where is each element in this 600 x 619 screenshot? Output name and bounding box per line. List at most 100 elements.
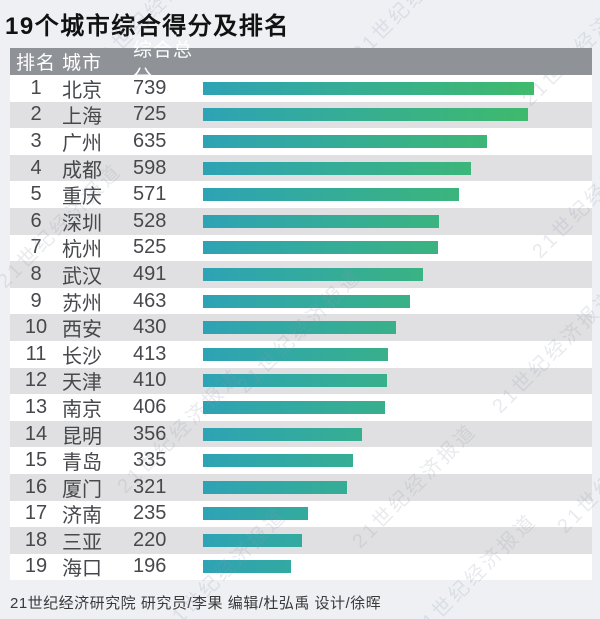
table-row: 14 昆明 356 (10, 420, 592, 448)
bar-track (203, 347, 592, 361)
rank-cell: 18 (24, 528, 48, 551)
score-cell: 406 (133, 395, 167, 418)
rank-cell: 2 (30, 103, 42, 126)
bar-track (203, 134, 592, 148)
score-cell: 220 (133, 528, 167, 551)
score-cell: 335 (133, 449, 167, 472)
rank-cell: 5 (30, 183, 42, 206)
score-bar (203, 108, 528, 122)
rank-cell: 3 (30, 129, 42, 152)
table-row: 17 济南 235 (10, 500, 592, 528)
score-bar (203, 374, 387, 388)
bar-track (203, 161, 592, 175)
rank-cell: 15 (24, 449, 48, 472)
score-bar (203, 454, 353, 468)
score-bar (203, 241, 438, 255)
table-row: 6 深圳 528 (10, 207, 592, 235)
table-row: 12 天津 410 (10, 367, 592, 395)
city-cell: 杭州 (62, 239, 102, 262)
table-row: 18 三亚 220 (10, 527, 592, 554)
table-row: 15 青岛 335 (10, 447, 592, 474)
table-row: 10 西安 430 (10, 314, 592, 341)
score-cell: 356 (133, 422, 167, 445)
score-bar (203, 347, 388, 361)
table-row: 2 上海 725 (10, 101, 592, 129)
rank-cell: 17 (24, 502, 48, 525)
city-cell: 北京 (62, 79, 102, 102)
table-row: 8 武汉 491 (10, 261, 592, 288)
city-cell: 长沙 (62, 345, 102, 368)
city-cell: 济南 (62, 505, 102, 528)
score-cell: 491 (133, 262, 167, 285)
table-row: 11 长沙 413 (10, 340, 592, 368)
bar-track (203, 533, 592, 547)
score-bar (203, 81, 534, 95)
score-bar (203, 188, 459, 202)
table-row: 3 广州 635 (10, 128, 592, 155)
rank-cell: 7 (30, 236, 42, 259)
city-cell: 南京 (62, 398, 102, 421)
bar-track (203, 214, 592, 228)
score-bar (203, 267, 423, 281)
score-cell: 525 (133, 236, 167, 259)
bar-track (203, 400, 592, 414)
bar-track (203, 81, 592, 95)
city-cell: 青岛 (62, 452, 102, 475)
rank-cell: 1 (30, 76, 42, 99)
bar-track (203, 294, 592, 308)
city-cell: 昆明 (62, 425, 102, 448)
score-cell: 430 (133, 316, 167, 339)
score-table: 排名 城市 综合总分 1 北京 739 2 上海 725 3 广州 635 4 成都 598 5 重庆 57… (10, 40, 592, 581)
city-cell: 天津 (62, 372, 102, 395)
bar-track (203, 374, 592, 388)
rank-cell: 12 (24, 369, 48, 392)
bar-track (203, 188, 592, 202)
score-bar (203, 560, 291, 574)
city-cell: 厦门 (62, 478, 102, 501)
rank-cell: 10 (24, 316, 48, 339)
score-cell: 598 (133, 156, 167, 179)
footer-credit: 21世纪经济研究院 研究员/李果 编辑/杜弘禹 设计/徐晖 (10, 595, 382, 612)
table-row: 4 成都 598 (10, 154, 592, 182)
page-title: 19个城市综合得分及排名 (5, 13, 290, 40)
table-header: 排名 城市 综合总分 (10, 40, 592, 88)
header-score: 综合总分 (133, 39, 194, 88)
city-cell: 重庆 (62, 186, 102, 209)
header-city: 城市 (62, 53, 103, 74)
score-bar (203, 400, 385, 414)
score-cell: 463 (133, 289, 167, 312)
rank-cell: 9 (30, 289, 42, 312)
table-row: 5 重庆 571 (10, 181, 592, 208)
score-cell: 739 (133, 76, 167, 99)
city-cell: 武汉 (62, 265, 102, 288)
bar-track (203, 507, 592, 521)
rank-cell: 14 (24, 422, 48, 445)
bar-track (203, 454, 592, 468)
rank-cell: 6 (30, 209, 42, 232)
bar-track (203, 267, 592, 281)
bar-track (203, 480, 592, 494)
city-cell: 西安 (62, 319, 102, 342)
table-row: 1 北京 739 (10, 75, 592, 102)
city-cell: 成都 (62, 159, 102, 182)
bar-track (203, 427, 592, 441)
score-bar (203, 533, 302, 547)
score-bar (203, 161, 471, 175)
city-cell: 海口 (62, 558, 102, 581)
city-cell: 深圳 (62, 212, 102, 235)
bar-track (203, 241, 592, 255)
table-row: 7 杭州 525 (10, 234, 592, 262)
score-cell: 571 (133, 183, 167, 206)
rank-cell: 4 (30, 156, 42, 179)
table-row: 13 南京 406 (10, 394, 592, 421)
rank-cell: 19 (24, 555, 48, 578)
bar-track (203, 560, 592, 574)
score-bar (203, 214, 439, 228)
city-cell: 上海 (62, 106, 102, 129)
score-cell: 635 (133, 129, 167, 152)
score-cell: 410 (133, 369, 167, 392)
score-bar (203, 294, 410, 308)
rank-cell: 16 (24, 475, 48, 498)
score-cell: 321 (133, 475, 167, 498)
